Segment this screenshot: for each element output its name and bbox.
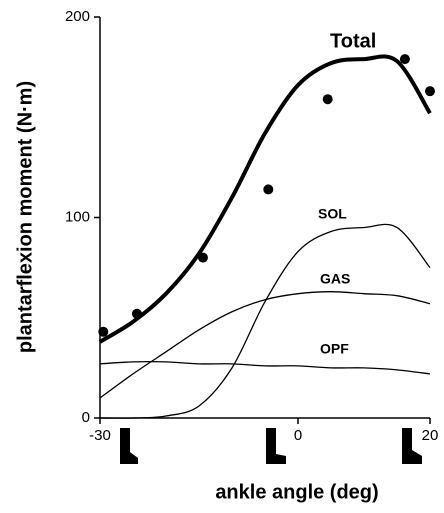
data-point	[131, 308, 142, 319]
ankle-icon	[266, 428, 286, 464]
data-point	[425, 86, 435, 97]
y-axis-title: plantarflexion moment (N·m)	[14, 81, 36, 353]
curve	[99, 360, 431, 375]
x-tick-label: -30	[89, 427, 111, 444]
curve	[98, 54, 432, 344]
series-label: SOL	[318, 206, 347, 222]
curve	[99, 223, 431, 419]
x-tick-label: 0	[294, 427, 302, 444]
ankle-icon	[120, 428, 138, 464]
y-tick-label: 0	[82, 409, 90, 426]
series-label: GAS	[320, 271, 350, 287]
data-point	[98, 326, 109, 337]
data-point	[197, 252, 208, 263]
ankle-icons	[120, 428, 422, 464]
series-label: OPF	[320, 341, 349, 357]
y-tick-label: 100	[65, 208, 90, 225]
x-axis-title: ankle angle (deg)	[215, 481, 378, 503]
data-point	[322, 94, 333, 105]
curve	[99, 291, 431, 399]
data-point	[263, 184, 274, 195]
x-tick-label: 20	[422, 427, 439, 444]
data-point	[399, 54, 410, 65]
series-label: Total	[330, 30, 376, 52]
ankle-icon	[402, 428, 422, 464]
y-tick-label: 200	[65, 8, 90, 25]
